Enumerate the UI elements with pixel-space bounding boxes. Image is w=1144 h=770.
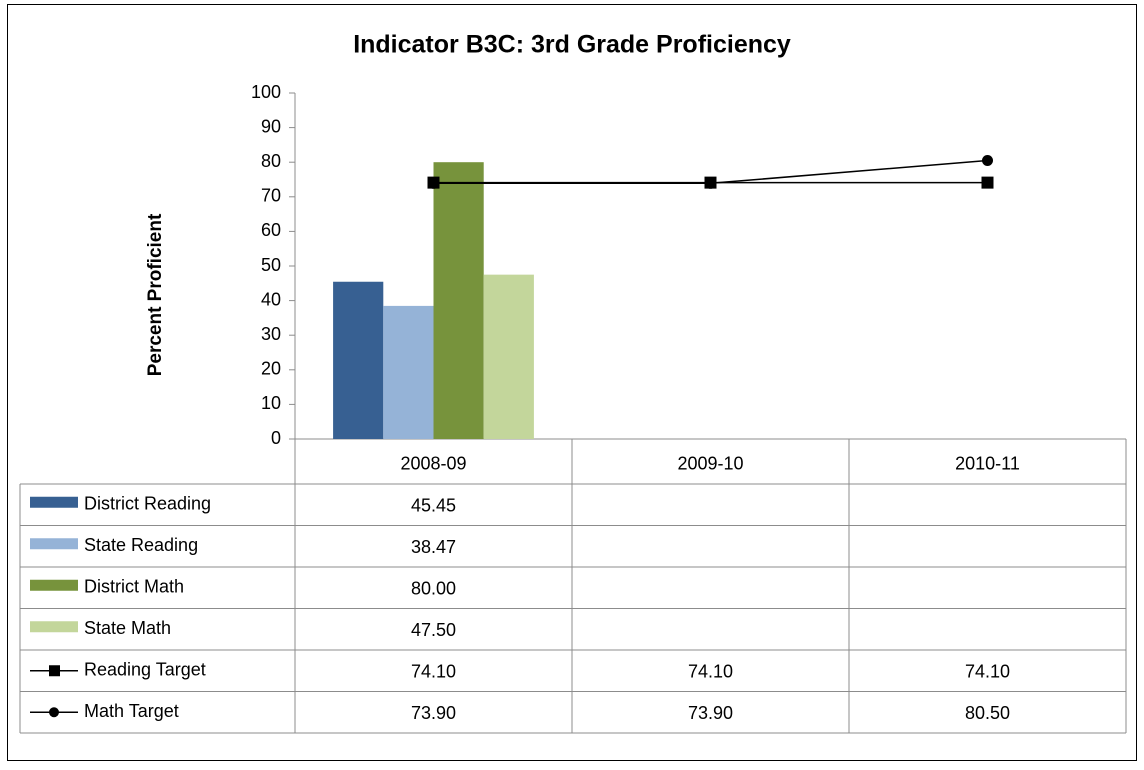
legend-label: Math Target <box>84 701 179 721</box>
legend-label: District Reading <box>84 494 211 514</box>
x-tick-label: 2009-10 <box>677 453 743 473</box>
legend-label: State Math <box>84 618 171 638</box>
y-tick-label: 100 <box>251 82 281 102</box>
table-value: 74.10 <box>411 662 456 682</box>
table-value: 74.10 <box>965 662 1010 682</box>
table-value: 38.47 <box>411 537 456 557</box>
y-tick-label: 60 <box>261 220 281 240</box>
legend-key <box>30 496 78 508</box>
y-tick-label: 20 <box>261 359 281 379</box>
table-value: 73.90 <box>411 703 456 723</box>
bar <box>333 281 384 439</box>
bar <box>433 162 484 439</box>
y-axis-title: Percent Proficient <box>145 213 166 376</box>
x-tick-label: 2010-11 <box>955 453 1020 473</box>
bar <box>483 274 534 439</box>
y-tick-label: 40 <box>261 289 281 309</box>
legend-key <box>49 707 59 718</box>
line-marker <box>428 177 439 189</box>
x-tick-label: 2008-09 <box>400 453 466 473</box>
table-value: 80.00 <box>411 579 456 599</box>
line-marker <box>982 154 993 166</box>
table-value: 80.50 <box>965 703 1010 723</box>
y-tick-label: 50 <box>261 255 281 275</box>
legend-label: State Reading <box>84 535 198 555</box>
y-tick-label: 90 <box>261 116 281 136</box>
legend-key <box>30 621 78 633</box>
legend-key <box>30 538 78 550</box>
legend-key <box>30 579 78 591</box>
table-value: 47.50 <box>411 620 456 640</box>
legend-key <box>49 665 60 677</box>
y-tick-label: 80 <box>261 151 281 171</box>
y-tick-label: 10 <box>261 393 281 413</box>
y-tick-label: 0 <box>271 428 281 448</box>
legend-label: Reading Target <box>84 660 206 680</box>
line-marker <box>705 177 716 189</box>
legend-label: District Math <box>84 577 184 597</box>
y-tick-label: 30 <box>261 324 281 344</box>
chart-title: Indicator B3C: 3rd Grade Proficiency <box>353 31 791 59</box>
table-value: 74.10 <box>688 662 733 682</box>
table-value: 73.90 <box>688 703 733 723</box>
table-value: 45.45 <box>411 496 456 516</box>
y-tick-label: 70 <box>261 186 281 206</box>
line-marker <box>981 176 994 189</box>
bar <box>383 305 434 439</box>
